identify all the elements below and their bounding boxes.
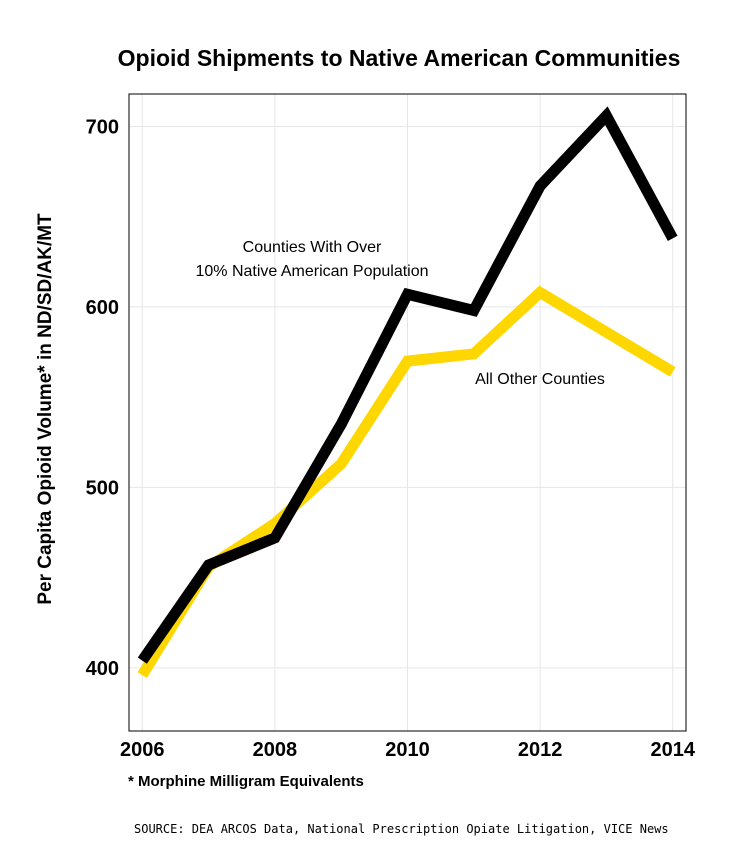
x-tick-label: 2006 — [120, 739, 165, 761]
y-axis-ticks: 400 500 600 700 — [86, 116, 119, 679]
annotation-other-counties: All Other Counties — [475, 371, 605, 388]
series-line-native-counties — [137, 106, 678, 664]
x-axis-ticks: 2006 2008 2010 2012 2014 — [120, 739, 696, 761]
x-tick-label: 2008 — [253, 739, 298, 761]
x-tick-label: 2014 — [650, 739, 695, 761]
source-credit: SOURCE: DEA ARCOS Data, National Prescri… — [134, 822, 669, 836]
annotation-native-counties-line1: Counties With Over — [243, 239, 382, 256]
x-tick-label: 2012 — [518, 739, 563, 761]
grid — [129, 94, 686, 731]
y-tick-label: 700 — [86, 116, 119, 138]
y-tick-label: 500 — [86, 477, 119, 499]
plot-frame — [128, 93, 687, 732]
y-tick-label: 400 — [86, 658, 119, 680]
footnote: * Morphine Milligram Equivalents — [128, 773, 364, 790]
x-tick-label: 2010 — [385, 739, 430, 761]
y-tick-label: 600 — [86, 297, 119, 319]
annotation-native-counties-line2: 10% Native American Population — [195, 263, 428, 280]
series-layer — [137, 106, 678, 678]
y-axis-label: Per Capita Opioid Volume* in ND/SD/AK/MT — [35, 213, 56, 605]
chart-title: Opioid Shipments to Native American Comm… — [118, 45, 681, 71]
